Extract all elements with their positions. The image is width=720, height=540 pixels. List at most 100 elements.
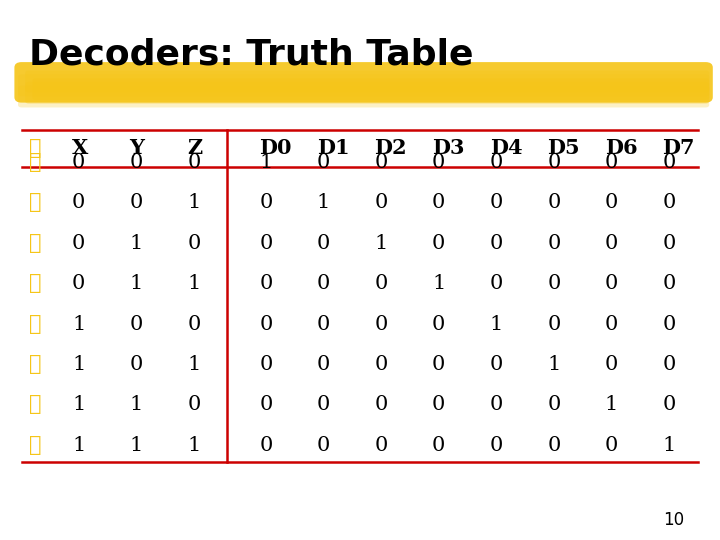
Text: 0: 0 [605, 436, 618, 455]
FancyBboxPatch shape [18, 75, 709, 96]
Text: 1: 1 [72, 395, 86, 415]
Text: 0: 0 [130, 152, 143, 172]
Text: 0: 0 [490, 152, 503, 172]
Text: 0: 0 [605, 314, 618, 334]
Text: 0: 0 [547, 193, 561, 212]
FancyBboxPatch shape [25, 82, 709, 104]
Text: 0: 0 [374, 436, 388, 455]
Text: 1: 1 [317, 193, 330, 212]
Text: 0: 0 [259, 436, 273, 455]
Text: 0: 0 [317, 233, 330, 253]
Text: 0: 0 [547, 152, 561, 172]
Text: 0: 0 [490, 193, 503, 212]
Text: 1: 1 [605, 395, 618, 415]
Text: 1: 1 [130, 436, 143, 455]
FancyBboxPatch shape [18, 86, 709, 107]
Text: ❖: ❖ [29, 193, 41, 212]
Text: 0: 0 [490, 436, 503, 455]
Text: ❖: ❖ [29, 152, 41, 172]
Text: D5: D5 [547, 138, 580, 159]
Text: 1: 1 [187, 355, 201, 374]
Text: Y: Y [130, 138, 145, 159]
Text: 0: 0 [547, 274, 561, 293]
Text: 0: 0 [374, 314, 388, 334]
Text: 0: 0 [432, 436, 446, 455]
Text: 0: 0 [130, 355, 143, 374]
Text: 1: 1 [259, 152, 273, 172]
Text: 0: 0 [259, 233, 273, 253]
Text: 0: 0 [432, 233, 446, 253]
Text: 1: 1 [662, 436, 676, 455]
Text: 1: 1 [187, 274, 201, 293]
Text: D4: D4 [490, 138, 522, 159]
Text: 0: 0 [317, 436, 330, 455]
Text: 0: 0 [432, 395, 446, 415]
Text: 0: 0 [317, 314, 330, 334]
Text: 0: 0 [317, 274, 330, 293]
Text: 1: 1 [547, 355, 561, 374]
Text: 0: 0 [547, 314, 561, 334]
Text: 0: 0 [72, 193, 86, 212]
Text: 1: 1 [432, 274, 446, 293]
Text: 0: 0 [605, 233, 618, 253]
Text: 0: 0 [605, 193, 618, 212]
Text: 0: 0 [259, 355, 273, 374]
Text: 0: 0 [317, 355, 330, 374]
Text: 0: 0 [547, 436, 561, 455]
Text: D7: D7 [662, 138, 695, 159]
Text: 10: 10 [663, 511, 684, 529]
Text: 0: 0 [662, 193, 676, 212]
Text: D6: D6 [605, 138, 637, 159]
Text: 0: 0 [432, 314, 446, 334]
Text: 0: 0 [187, 233, 201, 253]
Text: 0: 0 [130, 193, 143, 212]
Text: 0: 0 [259, 274, 273, 293]
Text: 0: 0 [662, 274, 676, 293]
Text: 0: 0 [662, 355, 676, 374]
Text: 1: 1 [72, 436, 86, 455]
Text: 0: 0 [547, 233, 561, 253]
Text: 0: 0 [259, 395, 273, 415]
Text: 0: 0 [187, 152, 201, 172]
Text: 0: 0 [259, 193, 273, 212]
Text: 0: 0 [490, 355, 503, 374]
Text: 0: 0 [490, 274, 503, 293]
Text: ❖: ❖ [29, 395, 41, 415]
Text: D0: D0 [259, 138, 292, 159]
Text: 1: 1 [490, 314, 503, 334]
Text: ❖: ❖ [29, 436, 41, 455]
Text: ❖: ❖ [29, 233, 41, 253]
Text: 0: 0 [72, 274, 86, 293]
Text: 1: 1 [72, 314, 86, 334]
Text: 0: 0 [490, 233, 503, 253]
Text: 0: 0 [374, 152, 388, 172]
Text: 0: 0 [374, 274, 388, 293]
Text: 0: 0 [317, 152, 330, 172]
Text: 0: 0 [605, 274, 618, 293]
FancyBboxPatch shape [32, 78, 709, 100]
Text: ❖: ❖ [29, 355, 41, 374]
FancyBboxPatch shape [25, 71, 709, 92]
Text: Z: Z [187, 138, 202, 159]
Text: 0: 0 [662, 233, 676, 253]
Text: 1: 1 [187, 436, 201, 455]
Text: 0: 0 [662, 152, 676, 172]
Text: 0: 0 [490, 395, 503, 415]
Text: ❖: ❖ [29, 314, 41, 334]
Text: 1: 1 [72, 355, 86, 374]
Text: 0: 0 [259, 314, 273, 334]
FancyBboxPatch shape [14, 62, 713, 103]
Text: 1: 1 [374, 233, 388, 253]
Text: 0: 0 [374, 193, 388, 212]
Text: 0: 0 [374, 395, 388, 415]
Text: 0: 0 [547, 395, 561, 415]
Text: D2: D2 [374, 138, 407, 159]
Text: ❖: ❖ [29, 274, 41, 293]
Text: 0: 0 [432, 355, 446, 374]
Text: 0: 0 [605, 355, 618, 374]
Text: 1: 1 [130, 395, 143, 415]
Text: 0: 0 [605, 152, 618, 172]
Text: 1: 1 [130, 233, 143, 253]
Text: 0: 0 [662, 395, 676, 415]
Text: 0: 0 [72, 152, 86, 172]
